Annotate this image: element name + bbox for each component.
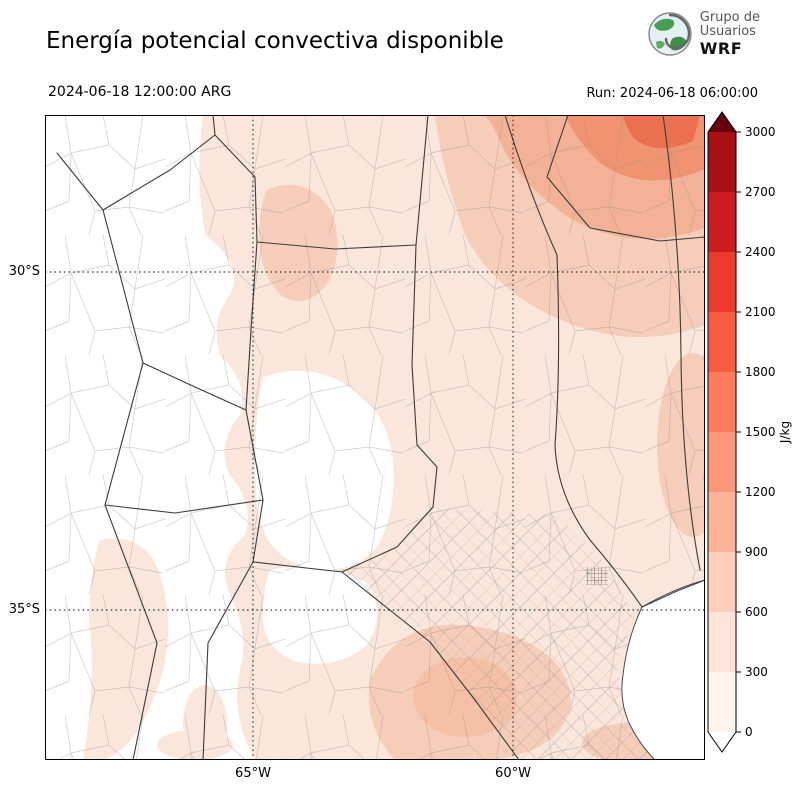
colorbar-tick: 1500 — [745, 425, 776, 439]
colorbar-segment — [708, 612, 736, 672]
border-santiago-santafe — [411, 114, 438, 508]
border-buenosaires-nw — [341, 571, 520, 761]
colorbar-tick: 1800 — [745, 365, 776, 379]
colorbar: 3000 2700 2400 2100 1800 1500 1200 900 6… — [706, 110, 798, 764]
border-sanluis-north — [104, 499, 264, 514]
map-canvas — [45, 114, 729, 763]
colorbar-tick: 2400 — [745, 245, 776, 259]
border-cuyo-west — [56, 152, 158, 761]
colorbar-under-arrow — [708, 732, 736, 752]
gridlines — [45, 115, 705, 760]
colorbar-segment — [708, 372, 736, 432]
colorbar-tick: 1200 — [745, 485, 776, 499]
colorbar-segment — [708, 252, 736, 312]
colorbar-tick-marks — [736, 131, 741, 733]
lat-tick-35s: 35°S — [8, 602, 40, 617]
border-sanluis-pampa — [202, 561, 254, 761]
logo-line-1: Grupo de — [699, 9, 760, 25]
lon-tick-65w: 65°W — [235, 766, 271, 781]
border-larioja-east — [214, 134, 258, 243]
logo-line-3: WRF — [699, 38, 743, 58]
colorbar-tick: 2100 — [745, 305, 776, 319]
province-borders — [56, 114, 706, 761]
colorbar-tick-labels: 3000 2700 2400 2100 1800 1500 1200 900 6… — [745, 125, 776, 739]
wrf-logo: Grupo de Usuarios WRF — [646, 10, 760, 58]
department-boundaries — [45, 115, 705, 760]
colorbar-tick: 300 — [745, 665, 768, 679]
colorbar-tick: 900 — [745, 545, 768, 559]
border-cordoba-south — [341, 506, 434, 573]
border-cordoba-north — [256, 241, 417, 250]
colorbar-tick: 2700 — [745, 185, 776, 199]
water-rio-de-la-plata — [621, 579, 706, 761]
run-time-label: Run: 2024-06-18 06:00:00 — [586, 86, 758, 101]
page-title: Energía potencial convectiva disponible — [46, 28, 504, 54]
colorbar-tick: 3000 — [745, 125, 776, 139]
border-parana-river — [504, 114, 643, 608]
map-frame — [45, 115, 705, 760]
border-sanluis-upper — [142, 362, 247, 411]
border-uruguay-river — [662, 114, 701, 571]
colorbar-tick: 0 — [745, 725, 753, 739]
colorbar-unit-label: J/kg — [778, 421, 792, 444]
colorbar-segment — [708, 552, 736, 612]
border-larioja — [102, 114, 216, 211]
globe-icon — [648, 12, 692, 56]
valid-time-label: 2024-06-18 12:00:00 ARG — [48, 84, 232, 100]
map-area — [45, 114, 729, 763]
colorbar-canvas: 3000 2700 2400 2100 1800 1500 1200 900 6… — [707, 111, 792, 753]
logo-text: Grupo de Usuarios WRF — [699, 9, 760, 58]
colorbar-segment — [708, 492, 736, 552]
border-corrientes — [546, 114, 706, 242]
border-estuary-north — [641, 579, 706, 608]
colorbar-segment — [708, 312, 736, 372]
lon-tick-60w: 60°W — [495, 766, 531, 781]
colorbar-tick: 600 — [745, 605, 768, 619]
metro-area-grid — [586, 567, 608, 585]
colorbar-segment — [708, 432, 736, 492]
buenos-aires-partidos — [342, 507, 655, 760]
colorbar-segment — [708, 672, 736, 732]
colorbar-segment — [708, 192, 736, 252]
border-cordoba-pampa — [252, 561, 343, 573]
colorbar-segment — [708, 132, 736, 192]
logo-line-2: Usuarios — [699, 24, 756, 40]
lat-tick-30s: 30°S — [8, 264, 40, 279]
colorbar-over-arrow — [708, 112, 736, 132]
